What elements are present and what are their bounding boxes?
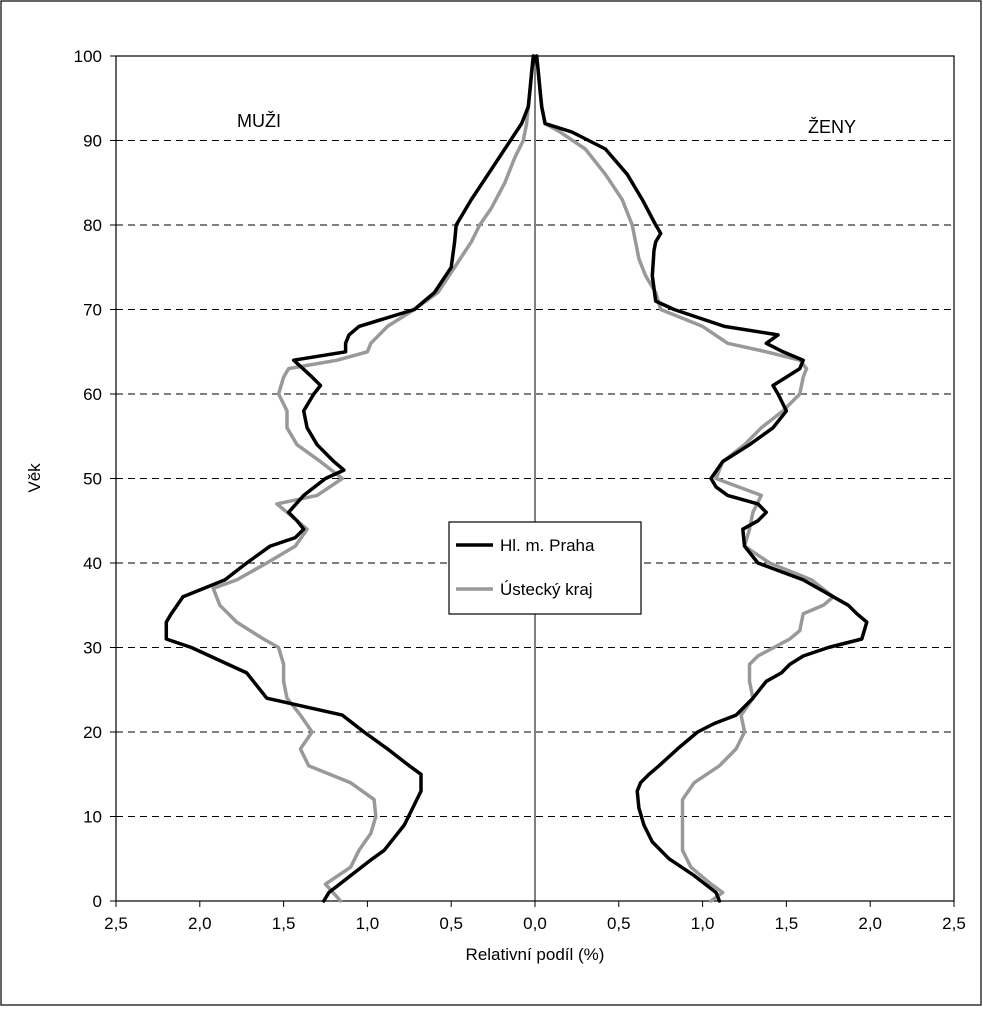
x-tick-label: 1,0 [691,914,715,933]
x-tick-label: 1,5 [272,914,296,933]
x-tick-label: 0,5 [607,914,631,933]
legend-box [448,521,642,615]
x-tick-label: 1,0 [356,914,380,933]
y-tick-label: 0 [93,892,102,911]
y-tick-label: 40 [83,554,102,573]
x-tick-label: 2,5 [942,914,966,933]
series-line-ustecky-women [534,54,836,903]
legend-label-praha: Hl. m. Praha [500,536,595,555]
x-tick-label: 2,0 [188,914,212,933]
y-tick-label: 80 [83,216,102,235]
x-tick-label: 0,5 [439,914,463,933]
y-tick-label: 10 [83,808,102,827]
x-tick-label: 1,5 [775,914,799,933]
y-axis-title: Věk [25,463,44,493]
y-tick-label: 60 [83,385,102,404]
y-tick-label: 30 [83,639,102,658]
gridlines [116,140,954,817]
x-tick-label: 2,0 [858,914,882,933]
y-tick-label: 50 [83,470,102,489]
x-tick-label: 2,5 [104,914,128,933]
annotation-women: ŽENY [808,117,856,137]
legend: Hl. m. Praha Ústecký kraj [448,521,642,615]
x-axis-title: Relativní podíl (%) [466,945,605,964]
series-layer [164,54,869,903]
series-line-praha-women [534,54,869,903]
legend-label-ustecky: Ústecký kraj [500,580,593,599]
axis-ticks: 0 10 20 30 40 50 60 70 80 90 100 2,5 2,0 1,5 1,0 0,5 0,0… [74,47,966,933]
y-tick-label: 100 [74,47,102,66]
annotation-men: MUŽI [237,111,281,131]
y-tick-label: 70 [83,301,102,320]
y-tick-label: 90 [83,132,102,151]
series-line-praha-men [164,54,536,903]
x-tick-label: 0,0 [523,914,547,933]
series-line-ustecky-men [211,54,536,903]
y-tick-label: 20 [83,723,102,742]
